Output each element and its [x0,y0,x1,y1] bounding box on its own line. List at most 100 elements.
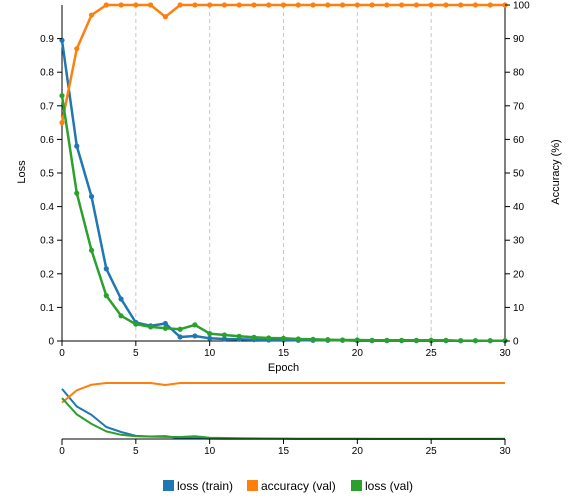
y-left-tick-label-0.9: 0.9 [40,34,54,45]
overview-series-group [61,382,505,440]
y-right-tick-label-50: 50 [513,169,525,180]
point-accuracy-val-13 [251,2,257,8]
legend-item-loss-val[interactable]: loss (val) [351,479,413,493]
x-ticks: 0 5 10 15 20 25 30 [59,341,511,359]
point-accuracy-val-29 [487,2,493,8]
point-loss-val-4 [118,313,124,319]
y-left-tick-label-0.7: 0.7 [40,101,54,112]
point-accuracy-val-8 [177,2,183,8]
point-loss-train-9 [192,333,198,339]
y-ticks-right: 0 10 20 30 40 50 60 70 80 90 100 [505,1,530,348]
x-tick-label-5: 5 [133,348,139,359]
point-accuracy-val-3 [103,2,109,8]
overview-x-tick-label-15: 15 [278,446,290,457]
left-y-axis-label: Loss [16,160,28,184]
y-left-tick-label-0.1: 0.1 [40,303,54,314]
legend-item-accuracy-val[interactable]: accuracy (val) [247,479,336,493]
overview-chart[interactable]: 0 5 10 15 20 25 30 [59,382,511,457]
point-accuracy-val-4 [118,2,124,8]
point-loss-val-6 [148,324,154,330]
overview-x-tick-label-30: 30 [499,446,511,457]
overview-x-tick-label-5: 5 [133,446,139,457]
point-loss-val-8 [177,326,183,332]
point-loss-val-26 [443,337,449,343]
overview-x-tick-label-10: 10 [204,446,216,457]
overview-x-tick-label-25: 25 [426,446,438,457]
overview-line-accuracy-val [61,382,505,404]
point-loss-val-22 [384,337,390,343]
point-accuracy-val-22 [384,2,390,8]
point-loss-val-28 [472,338,479,344]
y-left-tick-label-0.4: 0.4 [40,202,54,213]
y-right-tick-label-90: 90 [513,34,525,45]
point-accuracy-val-16 [295,2,301,8]
x-tick-label-0: 0 [59,348,65,359]
point-loss-val-20 [354,337,360,343]
x-tick-label-15: 15 [278,348,290,359]
point-accuracy-val-14 [266,2,272,8]
point-accuracy-val-15 [280,2,287,8]
point-accuracy-val-28 [472,2,479,8]
point-accuracy-val-23 [399,2,405,8]
point-loss-val-16 [295,336,301,342]
point-accuracy-val-1 [74,46,80,52]
y-left-tick-label-0.3: 0.3 [40,236,54,247]
point-loss-val-17 [310,336,316,342]
point-accuracy-val-21 [369,2,375,8]
point-accuracy-val-12 [236,2,242,8]
point-loss-val-19 [339,337,346,343]
point-accuracy-val-27 [458,2,464,8]
legend: loss (train) accuracy (val) loss (val) [163,479,413,493]
point-accuracy-val-26 [443,2,449,8]
point-accuracy-val-25 [428,2,434,8]
point-loss-train-11 [221,336,228,342]
point-accuracy-val-5 [133,2,139,8]
y-ticks-left: 0 0.1 0.2 0.3 0.4 0.5 0.6 0.7 0.8 0.9 [40,34,62,348]
point-accuracy-val-9 [192,2,198,8]
legend-swatch-loss-val [351,480,362,491]
point-accuracy-val-24 [413,2,419,8]
y-left-tick-label-0: 0 [48,337,54,348]
point-loss-val-27 [458,338,464,344]
legend-label-loss-train: loss (train) [177,479,233,493]
y-right-tick-label-70: 70 [513,101,525,112]
point-loss-val-1 [74,190,80,196]
point-loss-val-21 [369,337,375,343]
point-accuracy-val-18 [325,2,331,8]
point-accuracy-val-20 [354,2,360,8]
point-loss-train-7 [162,320,168,327]
point-loss-val-9 [192,322,198,328]
y-left-tick-label-0.5: 0.5 [40,169,54,180]
grid-lines [135,5,432,341]
x-tick-label-30: 30 [499,348,511,359]
y-right-tick-label-80: 80 [513,68,525,79]
point-loss-val-29 [487,338,493,344]
point-loss-train-10 [207,335,213,341]
point-loss-val-10 [207,331,213,337]
point-loss-val-13 [251,334,257,340]
point-loss-val-7 [162,325,168,331]
point-loss-val-23 [399,337,405,343]
y-left-tick-label-0.8: 0.8 [40,68,54,79]
x-axis-label: Epoch [268,362,299,374]
point-loss-val-5 [133,321,139,327]
main-series-group [59,2,508,344]
x-tick-label-20: 20 [352,348,364,359]
legend-item-loss-train[interactable]: loss (train) [163,479,233,493]
point-loss-train-2 [88,193,95,200]
y-right-tick-label-10: 10 [513,303,525,314]
legend-swatch-accuracy-val [247,480,258,491]
point-accuracy-val-11 [221,2,228,8]
y-right-tick-label-30: 30 [513,236,525,247]
legend-label-loss-val: loss (val) [365,479,413,493]
point-loss-val-14 [266,335,272,341]
point-accuracy-val-6 [148,2,154,8]
point-loss-train-3 [103,266,109,272]
point-loss-val-15 [280,335,287,341]
y-right-tick-label-100: 100 [513,1,530,12]
x-tick-label-10: 10 [204,348,216,359]
point-accuracy-val-0 [59,120,65,126]
legend-swatch-loss-train [163,480,174,491]
point-loss-val-0 [59,93,65,99]
